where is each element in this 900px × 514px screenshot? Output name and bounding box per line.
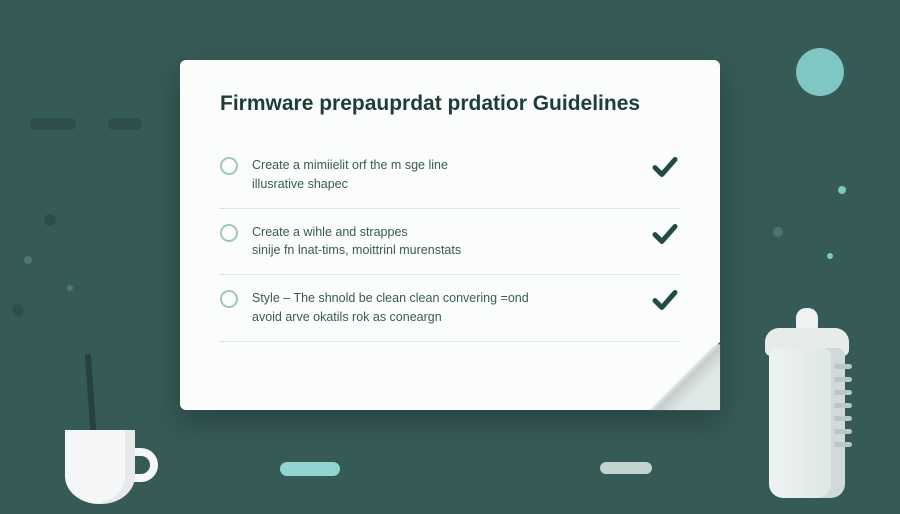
checklist-items: Create a mimiielit orf the m sge lineill… bbox=[220, 142, 680, 342]
item-text: Create a mimiielit orf the m sge lineill… bbox=[252, 156, 680, 194]
deco-dot bbox=[773, 227, 783, 237]
deco-pill bbox=[280, 462, 340, 476]
checkmark-icon bbox=[650, 219, 680, 249]
deco-dot bbox=[44, 214, 56, 226]
deco-dot bbox=[827, 253, 833, 259]
deco-dot bbox=[67, 285, 73, 291]
cup-body bbox=[65, 430, 135, 504]
checklist-item: Create a mimiielit orf the m sge lineill… bbox=[220, 142, 680, 209]
tumbler-graduations bbox=[834, 364, 852, 447]
deco-dot bbox=[12, 304, 24, 316]
item-text: Style – The shnold be clean clean conver… bbox=[252, 289, 680, 327]
checklist-item: Style – The shnold be clean clean conver… bbox=[220, 275, 680, 342]
item-line1: Create a wihle and strappes bbox=[252, 223, 630, 242]
deco-pill bbox=[30, 118, 76, 130]
item-line2: illusrative shapec bbox=[252, 175, 630, 194]
coffee-cup-illustration bbox=[50, 384, 160, 504]
deco-pill bbox=[600, 462, 652, 474]
deco-pill bbox=[108, 118, 142, 130]
item-line1: Style – The shnold be clean clean conver… bbox=[252, 289, 630, 308]
item-line2: sinije fn lnat-tims, moittrinl murenstat… bbox=[252, 241, 630, 260]
deco-dot bbox=[838, 186, 846, 194]
checkmark-icon bbox=[650, 285, 680, 315]
checklist-item: Create a wihle and strappessinije fn lna… bbox=[220, 209, 680, 276]
deco-dot bbox=[24, 256, 32, 264]
item-line1: Create a mimiielit orf the m sge line bbox=[252, 156, 630, 175]
radio-icon[interactable] bbox=[220, 224, 238, 242]
card-title: Firmware prepauprdat prdatior Guidelines bbox=[220, 92, 680, 116]
accent-circle bbox=[796, 48, 844, 96]
tumbler-illustration bbox=[752, 288, 862, 508]
page-curl bbox=[650, 340, 720, 410]
radio-icon[interactable] bbox=[220, 157, 238, 175]
radio-icon[interactable] bbox=[220, 290, 238, 308]
checkmark-icon bbox=[650, 152, 680, 182]
stage: Firmware prepauprdat prdatior Guidelines… bbox=[0, 0, 900, 514]
item-line2: avoid arve okatils rok as coneargn bbox=[252, 308, 630, 327]
checklist-card: Firmware prepauprdat prdatior Guidelines… bbox=[180, 60, 720, 410]
item-text: Create a wihle and strappessinije fn lna… bbox=[252, 223, 680, 261]
